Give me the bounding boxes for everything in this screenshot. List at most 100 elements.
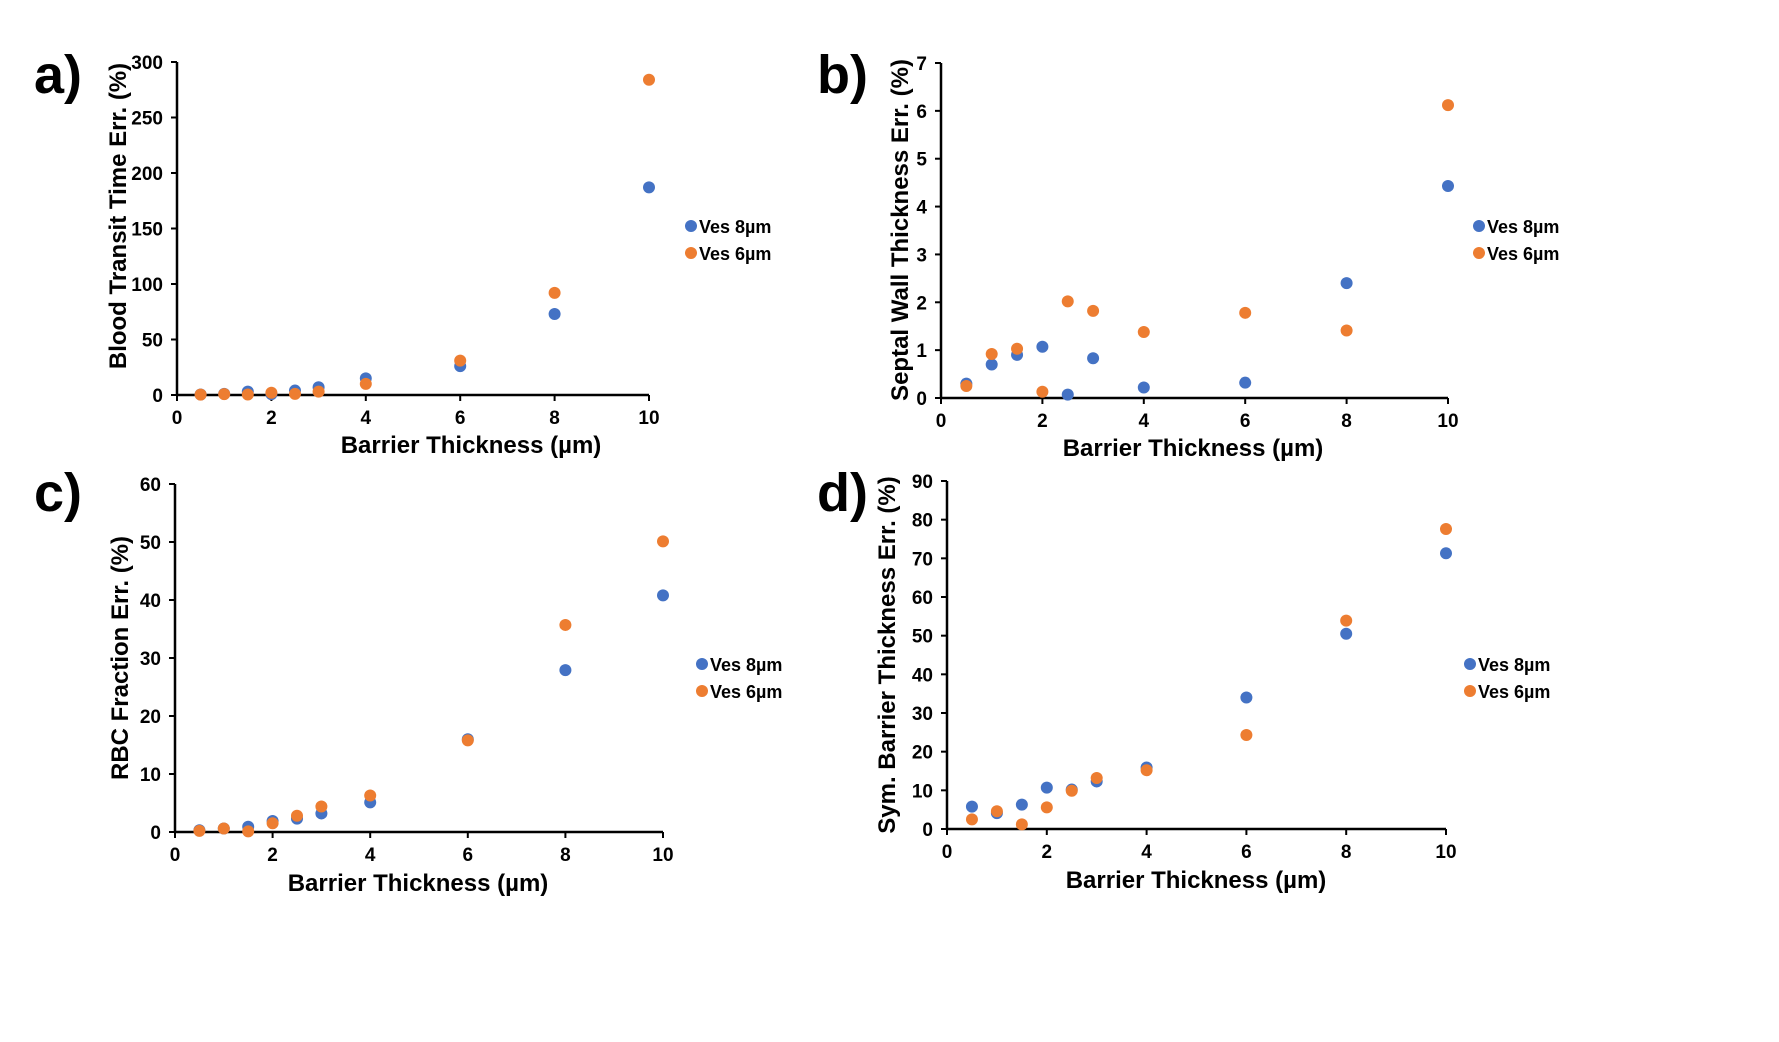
panel-c-legend: Ves 8µm Ves 6µm (696, 655, 782, 702)
data-point-ves6 (312, 385, 325, 398)
panel-label-d: d) (817, 463, 868, 523)
x-tick-label: 0 (936, 411, 947, 432)
data-point-ves8 (965, 800, 978, 813)
x-tick-label: 2 (1037, 411, 1048, 432)
data-point-ves8 (1036, 340, 1049, 353)
legend-marker-ves6 (685, 247, 697, 259)
data-point-ves8 (1239, 376, 1252, 389)
y-tick-label: 30 (912, 704, 933, 725)
data-point-ves6 (241, 388, 254, 401)
data-point-ves6 (364, 789, 377, 802)
panel-d-points (965, 522, 1452, 831)
y-tick-label: 10 (912, 781, 933, 802)
legend-label-ves6: Ves 6µm (1487, 244, 1559, 264)
x-tick-label: 10 (638, 408, 659, 429)
panel-label-b: b) (817, 45, 868, 105)
legend-label-ves8: Ves 8µm (699, 217, 771, 237)
legend-marker-ves6 (1464, 685, 1476, 697)
y-tick-label: 3 (916, 245, 927, 266)
y-tick-label: 250 (131, 109, 163, 130)
y-tick-label: 300 (131, 53, 163, 74)
data-point-ves6 (990, 805, 1003, 818)
panel-d-x-ticks: 0 2 4 6 8 10 (942, 829, 1457, 863)
data-point-ves6 (657, 535, 669, 548)
panel-c-y-ticks: 0 10 20 30 40 50 60 (140, 475, 175, 844)
data-point-ves6 (965, 813, 978, 826)
data-point-ves8 (1440, 547, 1452, 560)
x-tick-label: 8 (1341, 411, 1352, 432)
panel-a-legend: Ves 8µm Ves 6µm (685, 217, 771, 264)
data-point-ves8 (1240, 691, 1253, 704)
y-tick-label: 5 (916, 150, 927, 171)
y-tick-label: 200 (131, 164, 163, 185)
panel-c: c) 0 2 4 6 8 10 0 10 20 30 40 50 60 Barrier Thickne… (34, 463, 782, 897)
x-tick-label: 4 (1139, 411, 1150, 432)
x-tick-label: 10 (1435, 842, 1456, 863)
y-tick-label: 10 (140, 765, 161, 786)
data-point-ves6 (1140, 764, 1153, 777)
legend-marker-ves6 (696, 685, 708, 697)
y-tick-label: 60 (912, 588, 933, 609)
data-point-ves6 (1340, 614, 1353, 627)
panel-a-x-ticks: 0 2 4 6 8 10 (172, 395, 660, 429)
y-tick-label: 7 (916, 54, 927, 75)
data-point-ves6 (461, 734, 474, 747)
legend-label-ves8: Ves 8µm (1478, 655, 1550, 675)
panel-d-y-ticks: 0 10 20 30 40 50 60 70 80 90 (912, 472, 947, 841)
data-point-ves8 (1061, 388, 1074, 401)
panel-a: a) 0 2 4 6 8 10 0 50 100 150 200 250 300 Barrier Th… (34, 45, 771, 459)
legend-label-ves6: Ves 6µm (1478, 682, 1550, 702)
data-point-ves6 (217, 822, 230, 835)
data-point-ves6 (1036, 385, 1049, 398)
y-tick-label: 40 (912, 665, 933, 686)
x-tick-label: 4 (365, 845, 376, 866)
data-point-ves8 (1442, 179, 1454, 192)
y-tick-label: 30 (140, 649, 161, 670)
x-tick-label: 0 (170, 845, 181, 866)
data-point-ves6 (1442, 99, 1454, 112)
data-point-ves6 (289, 387, 301, 400)
data-point-ves6 (1061, 295, 1074, 308)
data-point-ves8 (1015, 798, 1028, 811)
panel-d-y-axis-title: Sym. Barrier Thickness Err. (%) (874, 476, 901, 834)
data-point-ves6 (1090, 771, 1103, 784)
data-point-ves6 (315, 800, 328, 813)
data-point-ves6 (1240, 729, 1253, 742)
panel-label-a: a) (34, 45, 82, 105)
legend-label-ves6: Ves 6µm (699, 244, 771, 264)
x-tick-label: 6 (455, 408, 466, 429)
data-point-ves6 (960, 380, 973, 393)
panel-c-y-axis-title: RBC Fraction Err. (%) (107, 536, 134, 780)
panel-d-x-axis-title: Barrier Thickness (µm) (1066, 867, 1327, 894)
y-tick-label: 70 (912, 549, 933, 570)
data-point-ves8 (643, 181, 655, 194)
x-tick-label: 4 (361, 408, 372, 429)
data-point-ves6 (218, 388, 231, 401)
panel-a-x-axis-title: Barrier Thickness (µm) (341, 432, 602, 459)
y-tick-label: 0 (922, 820, 933, 841)
legend-label-ves8: Ves 8µm (1487, 217, 1559, 237)
y-tick-label: 20 (140, 707, 161, 728)
data-point-ves8 (1137, 381, 1150, 394)
data-point-ves6 (1065, 784, 1078, 797)
data-point-ves6 (359, 377, 372, 390)
panel-c-x-ticks: 0 2 4 6 8 10 (170, 832, 674, 866)
data-point-ves8 (548, 307, 561, 320)
y-tick-label: 150 (131, 220, 163, 241)
data-point-ves6 (454, 354, 467, 367)
data-point-ves8 (1340, 277, 1353, 290)
legend-marker-ves8 (685, 220, 697, 232)
y-tick-label: 0 (916, 389, 927, 410)
legend-marker-ves6 (1473, 247, 1485, 259)
data-point-ves8 (1040, 781, 1053, 794)
x-tick-label: 2 (1042, 842, 1053, 863)
legend-marker-ves8 (1473, 220, 1485, 232)
y-tick-label: 50 (140, 533, 161, 554)
data-point-ves6 (193, 824, 206, 837)
panel-c-x-axis-title: Barrier Thickness (µm) (288, 870, 549, 897)
x-tick-label: 6 (1240, 411, 1251, 432)
y-tick-label: 0 (152, 386, 163, 407)
data-point-ves6 (559, 618, 572, 631)
data-point-ves6 (265, 386, 278, 399)
y-tick-label: 50 (142, 331, 163, 352)
